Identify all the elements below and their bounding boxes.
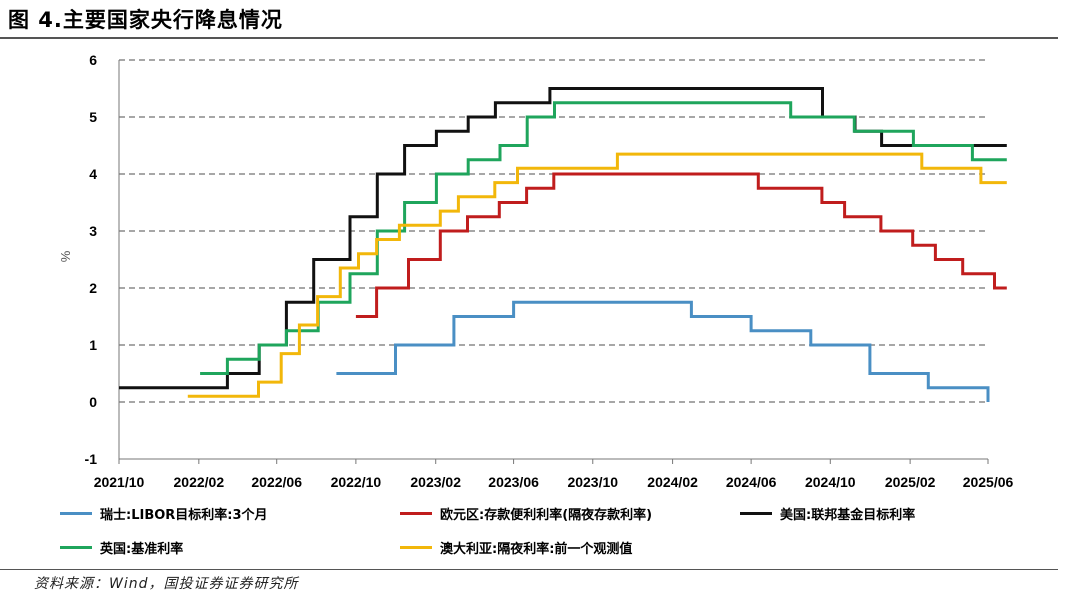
- x-tick-label: 2021/10: [94, 474, 145, 490]
- x-tick-label: 2023/02: [410, 474, 461, 490]
- legend-label: 欧元区:存款便利利率(隔夜存款利率): [440, 508, 653, 523]
- legend-swatch: [400, 546, 432, 549]
- legend-label: 瑞士:LIBOR目标利率:3个月: [100, 508, 268, 523]
- y-tick-label: 0: [89, 394, 97, 410]
- x-tick-label: 2022/02: [174, 474, 225, 490]
- series-line: [355, 172, 1007, 318]
- legend-swatch: [400, 512, 432, 515]
- x-tick-label: 2024/02: [647, 474, 698, 490]
- top-rule: [0, 37, 1058, 39]
- legend-item: 英国:基准利率: [60, 538, 183, 557]
- legend-swatch: [740, 512, 772, 515]
- y-tick-label: 4: [89, 166, 97, 182]
- x-tick-label: 2022/10: [331, 474, 382, 490]
- bottom-rule: [0, 569, 1058, 570]
- legend-label: 美国:联邦基金目标利率: [780, 508, 916, 523]
- x-tick-label: 2024/10: [805, 474, 856, 490]
- y-tick-label: 1: [89, 337, 97, 353]
- legend-label: 澳大利亚:隔夜利率:前一个观测值: [440, 542, 633, 557]
- y-tick-label: -1: [85, 451, 98, 467]
- legend-item: 澳大利亚:隔夜利率:前一个观测值: [400, 538, 632, 557]
- legend-item: 瑞士:LIBOR目标利率:3个月: [60, 504, 268, 523]
- legend-swatch: [60, 512, 92, 515]
- y-tick-label: 6: [89, 52, 97, 68]
- figure-title: 图 4.主要国家央行降息情况: [8, 8, 283, 32]
- x-tick-label: 2025/06: [963, 474, 1014, 490]
- series-line: [336, 300, 990, 402]
- series-line: [200, 101, 1007, 375]
- x-tick-label: 2025/02: [885, 474, 936, 490]
- series-line: [187, 152, 1007, 398]
- legend-swatch: [60, 546, 92, 549]
- chart-legend: 瑞士:LIBOR目标利率:3个月 欧元区:存款便利利率(隔夜存款利率) 美国:联邦基…: [60, 504, 1060, 564]
- x-tick-label: 2023/10: [567, 474, 618, 490]
- y-axis-label: %: [58, 250, 73, 262]
- legend-item: 欧元区:存款便利利率(隔夜存款利率): [400, 504, 652, 523]
- source-note: 资料来源：Wind，国投证券证券研究所: [34, 576, 299, 592]
- x-tick-label: 2023/06: [488, 474, 539, 490]
- y-tick-label: 3: [89, 223, 97, 239]
- legend-label: 英国:基准利率: [100, 542, 184, 557]
- legend-item: 美国:联邦基金目标利率: [740, 504, 915, 523]
- y-tick-label: 5: [89, 109, 97, 125]
- series-line: [119, 87, 1007, 390]
- y-tick-label: 2: [89, 280, 97, 296]
- x-tick-label: 2024/06: [726, 474, 777, 490]
- x-tick-label: 2022/06: [251, 474, 302, 490]
